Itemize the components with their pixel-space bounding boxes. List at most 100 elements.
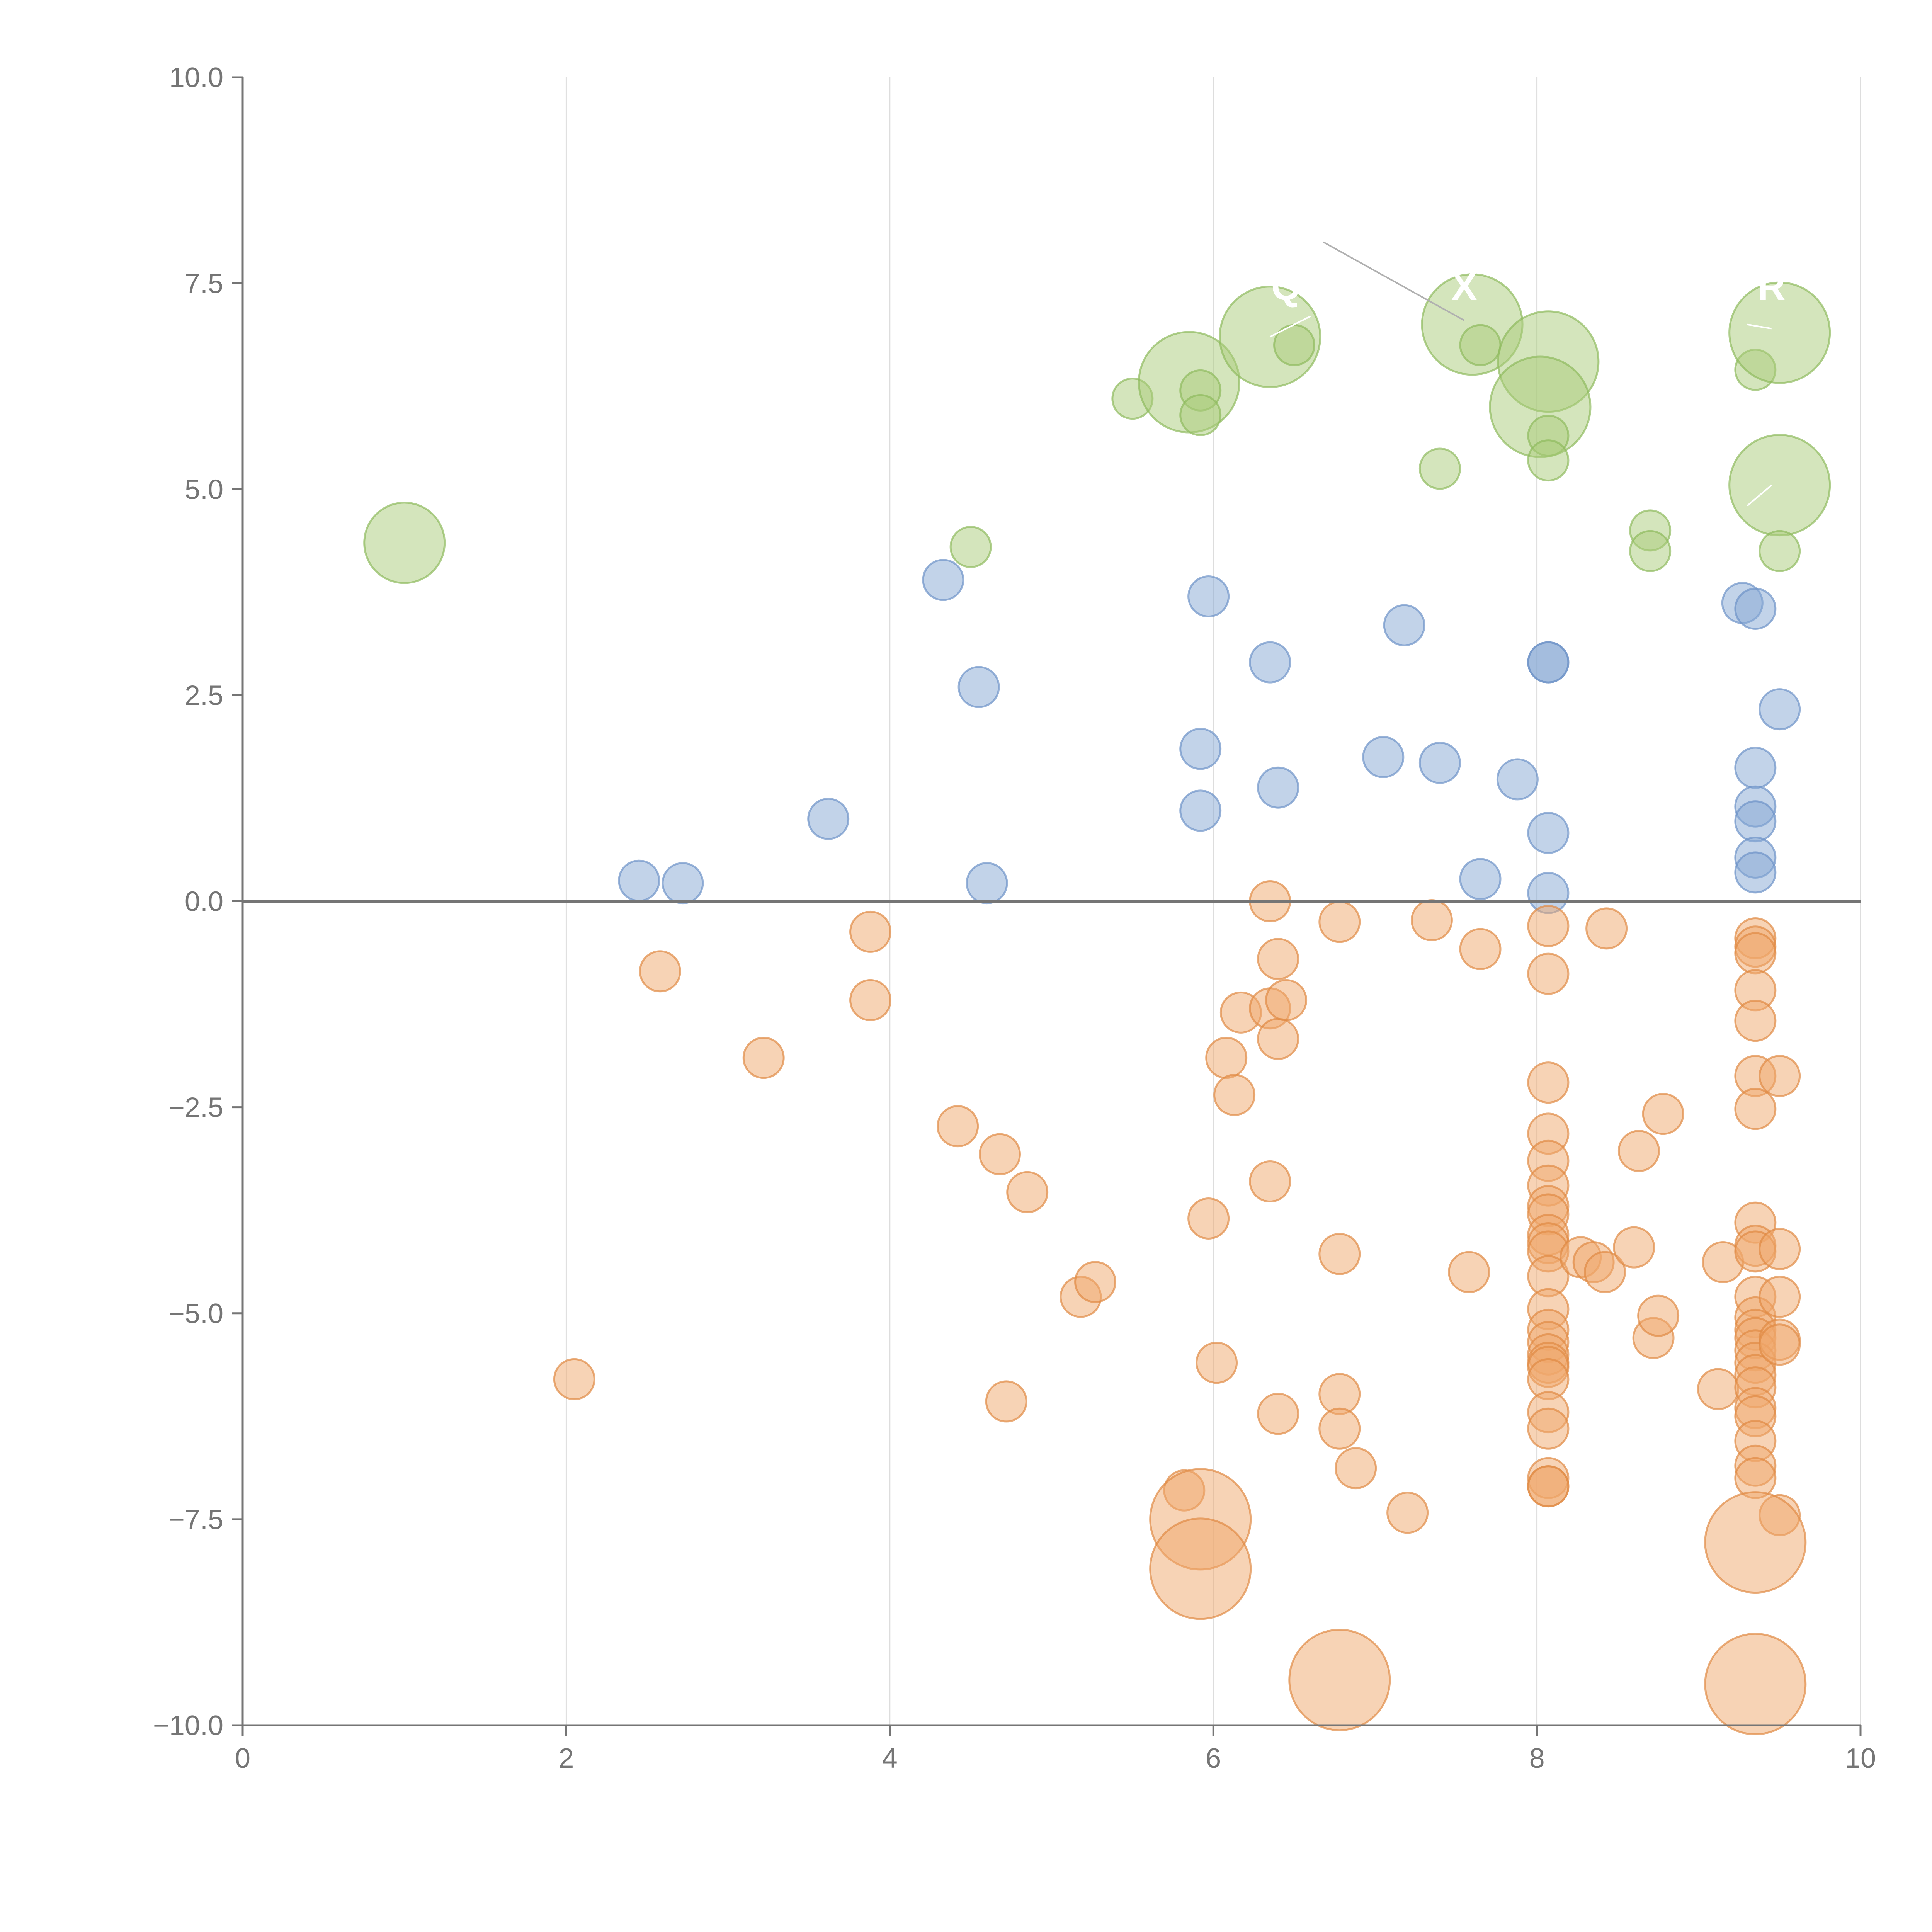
annotation-label: R [1758, 265, 1786, 308]
blue-bubble [1759, 688, 1801, 731]
orange-bubble [1459, 928, 1502, 970]
annotation-label: Q [1271, 265, 1301, 308]
orange-bubble [1257, 1393, 1299, 1435]
blue-bubble [1734, 747, 1777, 789]
y-tick-label: 5.0 [185, 474, 223, 505]
orange-bubble [1257, 938, 1299, 980]
orange-bubble [849, 910, 892, 953]
y-tick-label: −5.0 [168, 1298, 223, 1329]
orange-bubble [1617, 1130, 1660, 1172]
orange-bubble [1585, 907, 1628, 950]
orange-bubble [1187, 1197, 1230, 1240]
orange-bubble [1759, 1323, 1801, 1366]
blue-bubble [1734, 800, 1777, 843]
y-tick-label: −2.5 [168, 1092, 223, 1123]
x-tick-label: 2 [558, 1743, 574, 1774]
blue-bubble [1362, 736, 1405, 778]
orange-bubble [1734, 932, 1777, 975]
x-tick-label: 0 [235, 1743, 250, 1774]
green-bubble [1527, 439, 1570, 482]
orange-bubble [1613, 1226, 1655, 1269]
blue-bubble [957, 666, 1000, 708]
orange-bubble [1704, 1633, 1807, 1735]
orange-bubble [1637, 1294, 1680, 1337]
orange-bubble [1448, 1251, 1490, 1293]
orange-bubble [1318, 901, 1361, 943]
orange-bubble [1006, 1171, 1049, 1213]
orange-bubble [1386, 1492, 1429, 1534]
blue-bubble [1496, 758, 1539, 801]
green-bubble [1759, 530, 1801, 572]
x-tick-label: 8 [1529, 1743, 1545, 1774]
bubble-layer [363, 273, 1831, 1735]
annotation-leader-line [1747, 323, 1772, 330]
blue-bubble [1383, 604, 1425, 646]
blue-bubble [618, 859, 660, 902]
blue-bubble [662, 862, 704, 905]
green-bubble [1728, 281, 1831, 384]
orange-bubble [1734, 1000, 1777, 1042]
green-bubble [1459, 324, 1502, 366]
y-tick-label: 7.5 [185, 268, 223, 299]
green-bubble [363, 502, 446, 584]
annotation-leader-line [1747, 485, 1772, 507]
orange-bubble [849, 979, 892, 1021]
orange-bubble [937, 1105, 979, 1148]
orange-bubble [1704, 1491, 1807, 1594]
x-tick-label: 6 [1206, 1743, 1221, 1774]
blue-bubble [1734, 587, 1777, 630]
y-tick-label: −7.5 [168, 1504, 223, 1535]
orange-bubble [1288, 1629, 1391, 1731]
orange-bubble [1196, 1342, 1238, 1384]
orange-bubble [1734, 1088, 1777, 1130]
blue-bubble [1179, 728, 1222, 770]
x-tick-label: 4 [882, 1743, 898, 1774]
orange-bubble [1265, 979, 1308, 1021]
green-bubble [1418, 447, 1461, 490]
y-tick-label: 2.5 [185, 680, 223, 711]
annotation-leader-line [1269, 315, 1311, 338]
green-bubble [1179, 394, 1222, 436]
y-tick-label: 0.0 [185, 886, 223, 917]
orange-bubble [1527, 1061, 1570, 1104]
blue-bubble [1418, 742, 1461, 784]
blue-bubble [1734, 851, 1777, 894]
blue-bubble [966, 862, 1008, 905]
orange-bubble [1527, 1407, 1570, 1450]
orange-bubble [979, 1133, 1021, 1175]
orange-bubble [742, 1037, 785, 1079]
orange-bubble [1318, 1407, 1361, 1450]
annotation-label: X [1451, 265, 1477, 308]
orange-bubble [1205, 1037, 1248, 1079]
axis-layer: 10.0 7.5 5.0 2.5 0.0 −2.5 −5.0 −7.5 −10.0 0 2 4 6 8 10 [153, 62, 1876, 1774]
blue-bubble [1179, 789, 1222, 832]
annotation-leader-line [1323, 241, 1465, 321]
blue-bubble [1249, 641, 1291, 684]
orange-bubble [1257, 1018, 1299, 1060]
orange-bubble [1759, 1276, 1801, 1318]
orange-bubble [1527, 1465, 1570, 1508]
blue-bubble [922, 559, 964, 601]
orange-bubble [1527, 952, 1570, 995]
blue-bubble [807, 798, 850, 840]
orange-bubble [1335, 1447, 1377, 1490]
orange-bubble [1642, 1093, 1684, 1135]
orange-bubble [1213, 1074, 1256, 1116]
blue-bubble [1187, 575, 1230, 617]
blue-bubble [1257, 766, 1299, 809]
orange-bubble [1249, 1160, 1291, 1203]
orange-bubble [639, 950, 681, 993]
orange-bubble [1149, 1517, 1252, 1620]
orange-bubble [1074, 1261, 1117, 1303]
orange-bubble [1759, 1228, 1801, 1270]
green-bubble [1728, 434, 1831, 537]
orange-bubble [1410, 899, 1453, 942]
orange-bubble [1583, 1251, 1626, 1293]
green-bubble [949, 526, 992, 568]
blue-bubble [1527, 812, 1570, 854]
blue-bubble [1527, 641, 1570, 684]
orange-bubble [1318, 1233, 1361, 1275]
orange-bubble [1697, 1368, 1740, 1410]
